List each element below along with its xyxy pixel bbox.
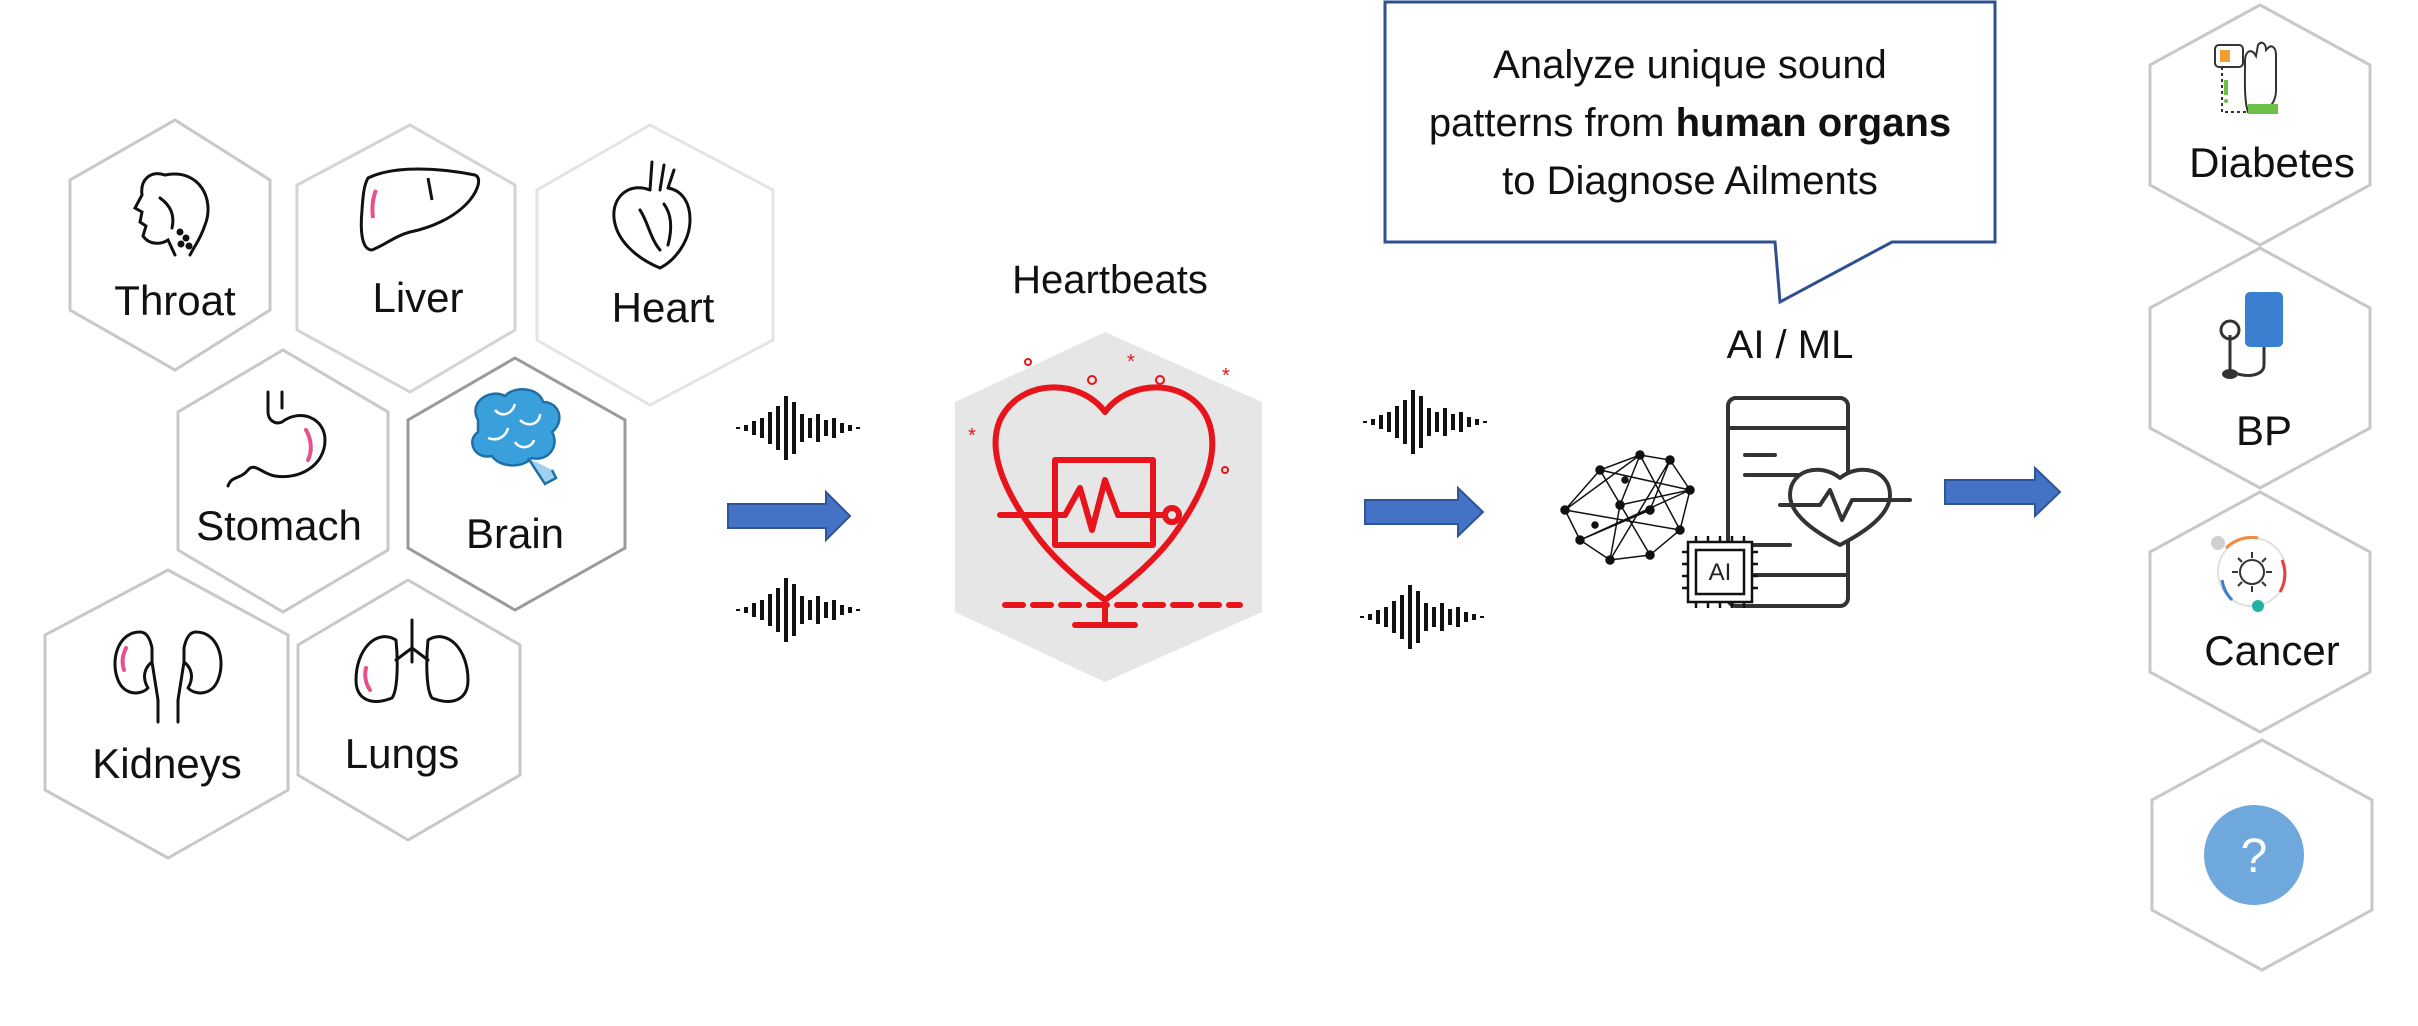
organ-hex-kidneys: Kidneys [43, 568, 290, 860]
organ-label-brain: Brain [466, 510, 564, 557]
heart-organ-icon [612, 160, 692, 270]
organ-label-stomach: Stomach [196, 502, 362, 549]
organ-hex-stomach: Stomach [176, 348, 390, 614]
hex-shape [43, 568, 290, 860]
organ-hex-heart: Heart [535, 123, 775, 407]
sound-wave-icon [736, 578, 860, 642]
svg-text:*: * [1127, 351, 1135, 373]
heart-monitor-icon [992, 384, 1243, 628]
outcome-hex-bp: BP [2148, 246, 2372, 490]
hex-shape [2148, 246, 2372, 490]
organ-label-heart: Heart [612, 284, 715, 331]
callout-line-2: patterns from human organs [1429, 101, 1951, 145]
ai-chip-icon [1682, 536, 1758, 608]
health-app-icon [1726, 396, 1912, 608]
sparkle-decor: * * * [968, 351, 1230, 474]
callout-shape [1383, 0, 1997, 305]
outcome-label-cancer: Cancer [2204, 627, 2339, 674]
question-mark: ? [2241, 830, 2268, 883]
outcome-hex-cancer: Cancer [2148, 490, 2372, 734]
organ-hex-brain: Brain [406, 356, 627, 612]
organ-hex-liver: Liver [295, 123, 517, 394]
organ-label-liver: Liver [372, 274, 463, 321]
organ-hex-throat: Throat [68, 118, 272, 372]
hex-shape [955, 332, 1262, 682]
lungs-icon [354, 618, 470, 703]
neural-network-icon [1560, 450, 1695, 565]
svg-text:*: * [968, 425, 976, 447]
arrow-right-icon [1944, 465, 2062, 519]
outcome-hex-unknown: ? [2150, 738, 2374, 972]
blood-pressure-icon [2219, 292, 2283, 379]
hex-shape [296, 578, 522, 842]
hex-shape [406, 356, 627, 612]
hex-shape [2148, 490, 2372, 734]
outcome-label-diabetes: Diabetes [2189, 139, 2355, 186]
stomach-icon [226, 390, 327, 488]
callout-line-2-bold: human organs [1676, 101, 1952, 145]
heart-monitor-panel: * * * [955, 332, 1262, 682]
callout-line-3: to Diagnose Ailments [1502, 159, 1878, 203]
organ-hex-lungs: Lungs [296, 578, 522, 842]
arrow-right-icon [1364, 485, 1485, 539]
organ-label-throat: Throat [114, 277, 236, 324]
question-icon [2204, 805, 2304, 905]
sound-wave-icon [1360, 585, 1484, 649]
heartbeats-label: Heartbeats [1012, 258, 1208, 302]
outcome-hex-diabetes: Diabetes [2148, 3, 2372, 247]
arrow-right-icon [727, 489, 852, 543]
brain-icon [471, 388, 561, 486]
glucose-meter-icon [2214, 41, 2278, 114]
callout-line-1: Analyze unique sound [1493, 43, 1887, 87]
hex-shape [176, 348, 390, 614]
kidneys-icon [113, 630, 223, 724]
outcome-label-bp: BP [2236, 407, 2292, 454]
organ-label-lungs: Lungs [345, 730, 459, 777]
callout-line-2-prefix: patterns from [1429, 101, 1676, 145]
sound-wave-icon [736, 396, 860, 460]
ai-ml-label: AI / ML [1727, 323, 1854, 367]
hex-shape [2148, 3, 2372, 247]
sound-wave-icon [1363, 390, 1487, 454]
svg-text:*: * [1222, 365, 1230, 387]
organ-label-kidneys: Kidneys [92, 740, 241, 787]
hex-shape [295, 123, 517, 394]
callout-box: Analyze unique sound patterns from human… [1383, 0, 1997, 305]
throat-icon [132, 172, 210, 257]
virus-icon [2211, 535, 2287, 612]
ai-chip-label: AI [1709, 559, 1732, 586]
liver-icon [359, 167, 481, 252]
